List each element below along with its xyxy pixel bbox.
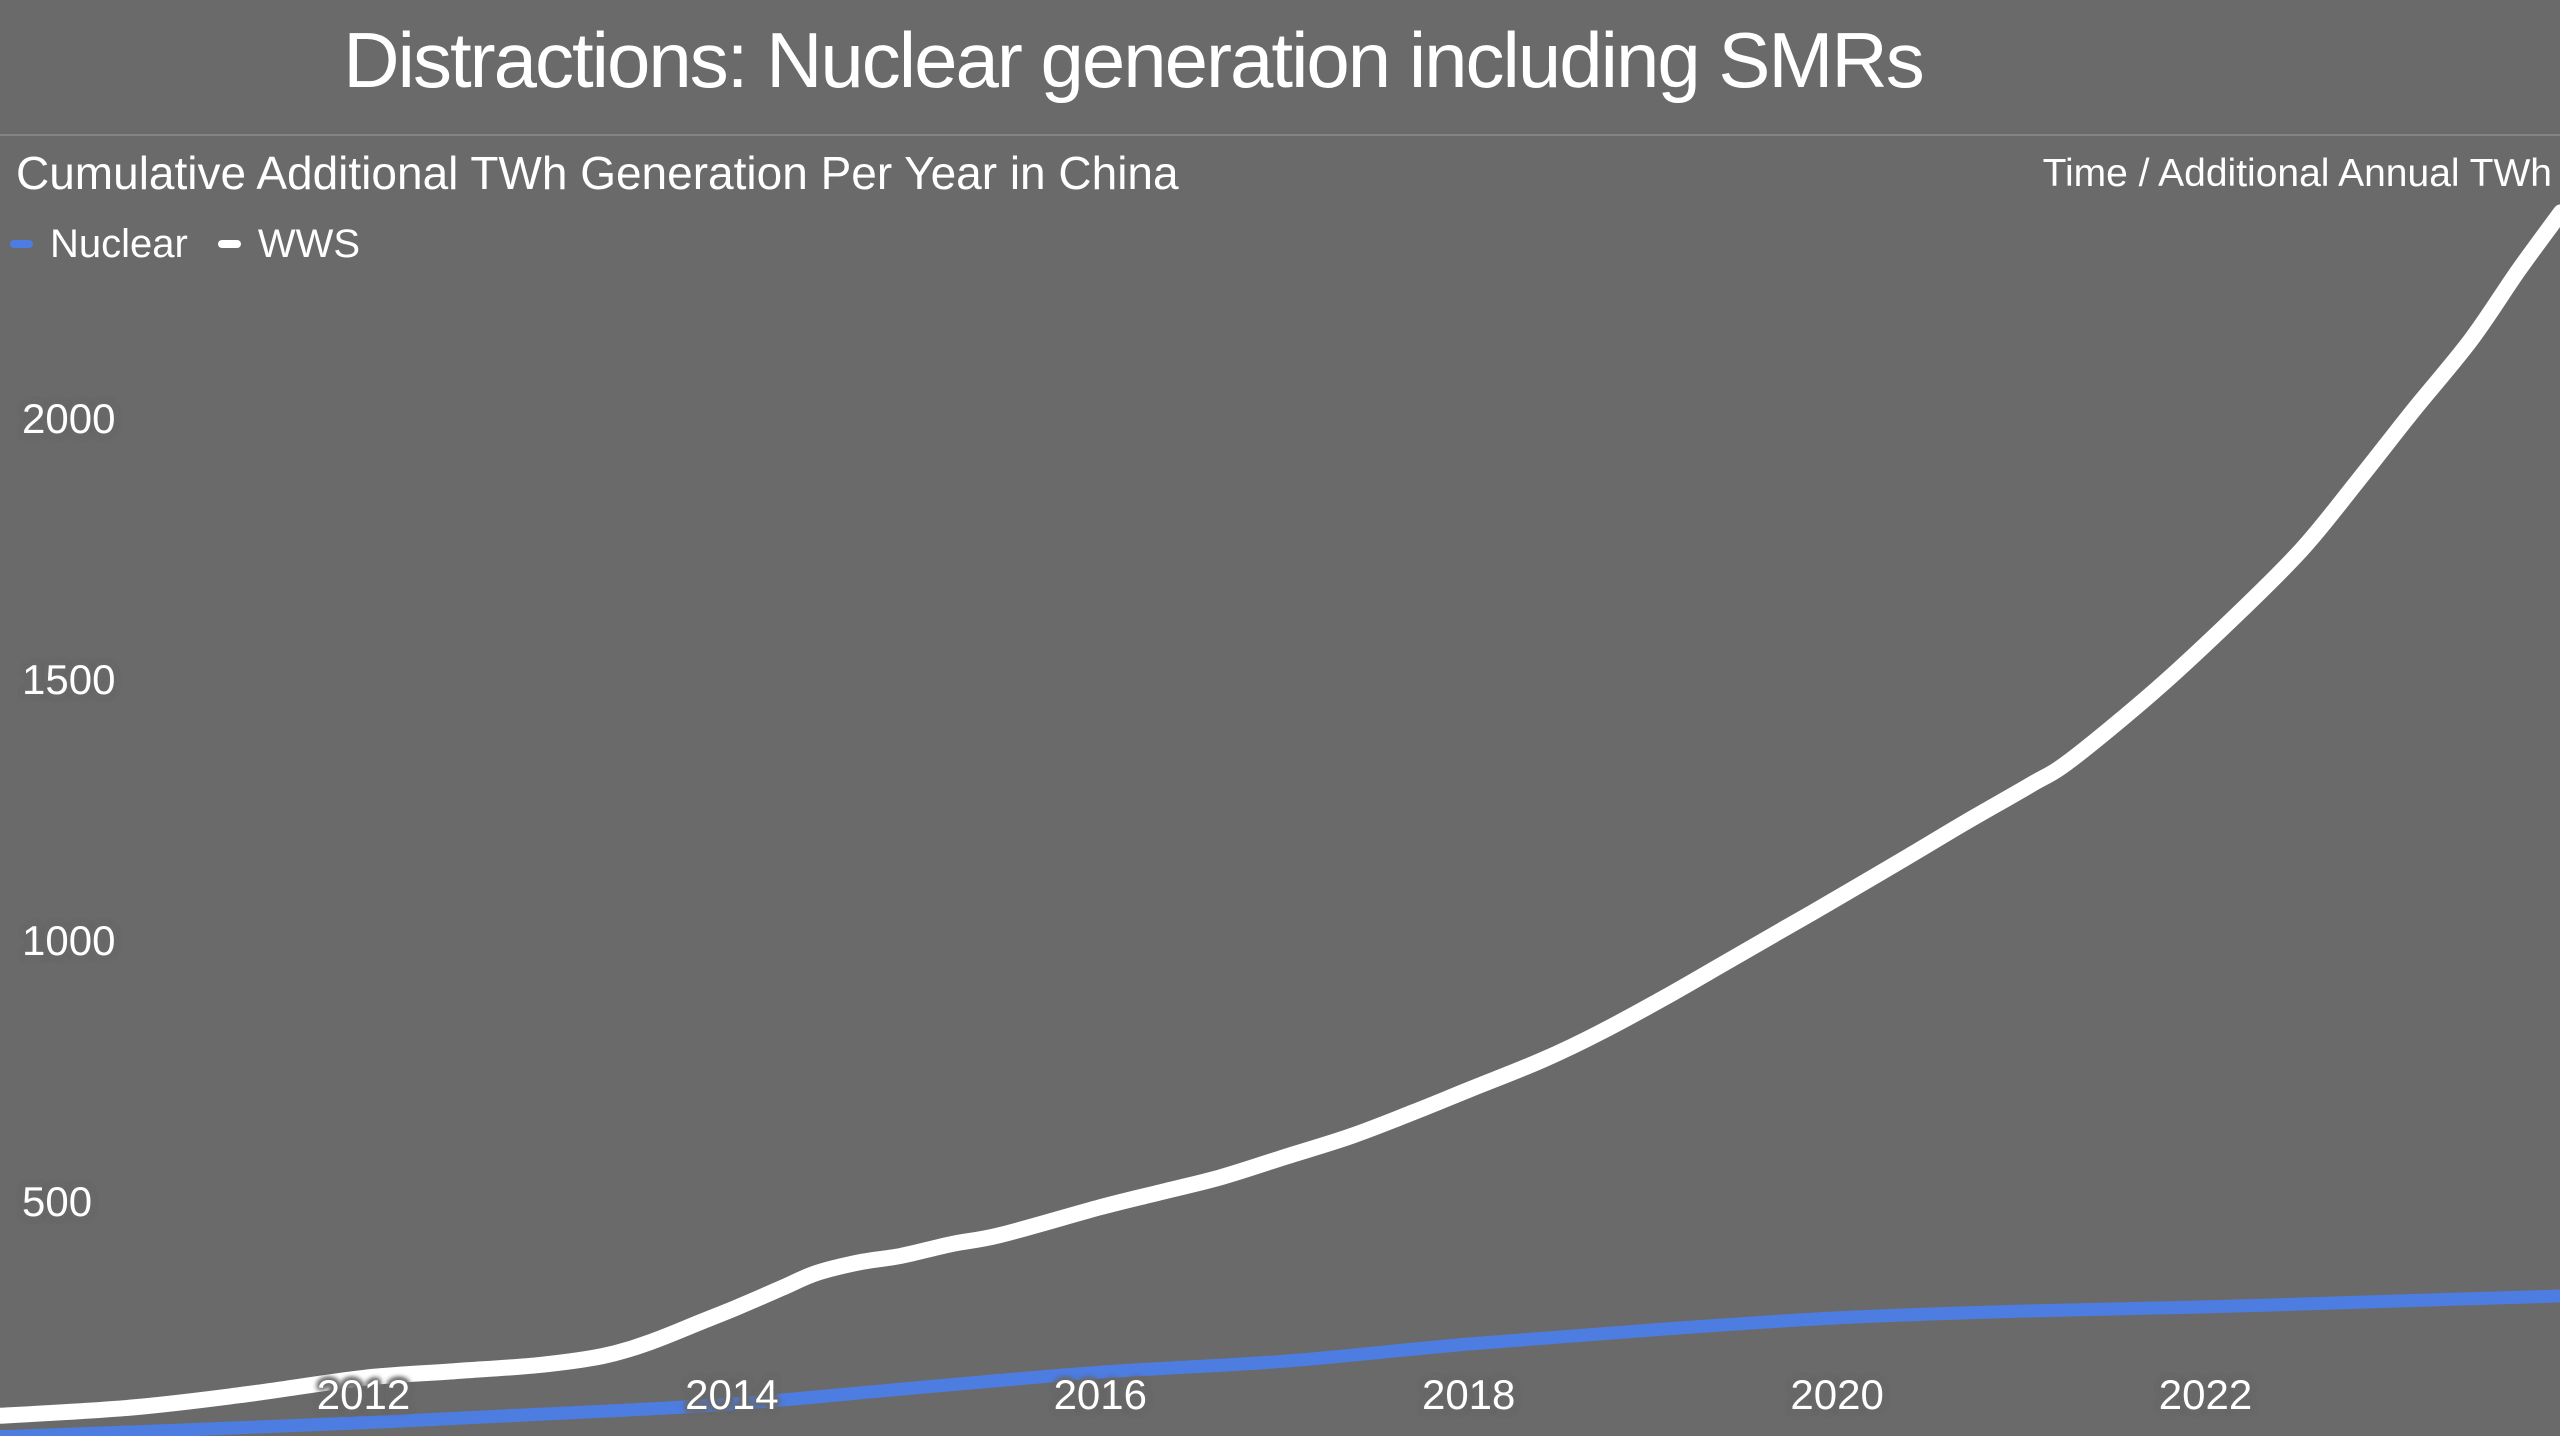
- x-tick-label: 2014: [685, 1371, 779, 1418]
- y-tick-label: 1000: [22, 917, 116, 964]
- legend-item-wws: WWS: [217, 222, 361, 266]
- wws-swatch-icon: [217, 240, 241, 248]
- y-tick-label: 2000: [22, 395, 116, 442]
- x-tick-label: 2018: [1421, 1371, 1516, 1418]
- x-tick-label: 2020: [1790, 1371, 1884, 1418]
- x-tick-label: 2012: [316, 1371, 411, 1418]
- x-tick-label: 2022: [2158, 1371, 2253, 1418]
- legend: Nuclear WWS: [10, 220, 360, 268]
- nuclear-line: [0, 1289, 2560, 1436]
- page-title: Distractions: Nuclear generation includi…: [343, 16, 1924, 104]
- y-tick-label: 500: [22, 1178, 93, 1225]
- nuclear-swatch-icon: [10, 240, 33, 248]
- wws-line: [0, 204, 2560, 1424]
- legend-label-nuclear: Nuclear: [50, 222, 188, 266]
- legend-label-wws: WWS: [257, 222, 361, 266]
- x-tick-label: 2016: [1053, 1371, 1148, 1418]
- legend-item-nuclear: Nuclear: [10, 224, 188, 264]
- header-divider: [0, 134, 2560, 136]
- chart-title: Cumulative Additional TWh Generation Per…: [16, 147, 1179, 199]
- y-tick-label: 1500: [22, 656, 116, 703]
- axis-units-label: Time / Additional Annual TWh: [2042, 152, 2552, 195]
